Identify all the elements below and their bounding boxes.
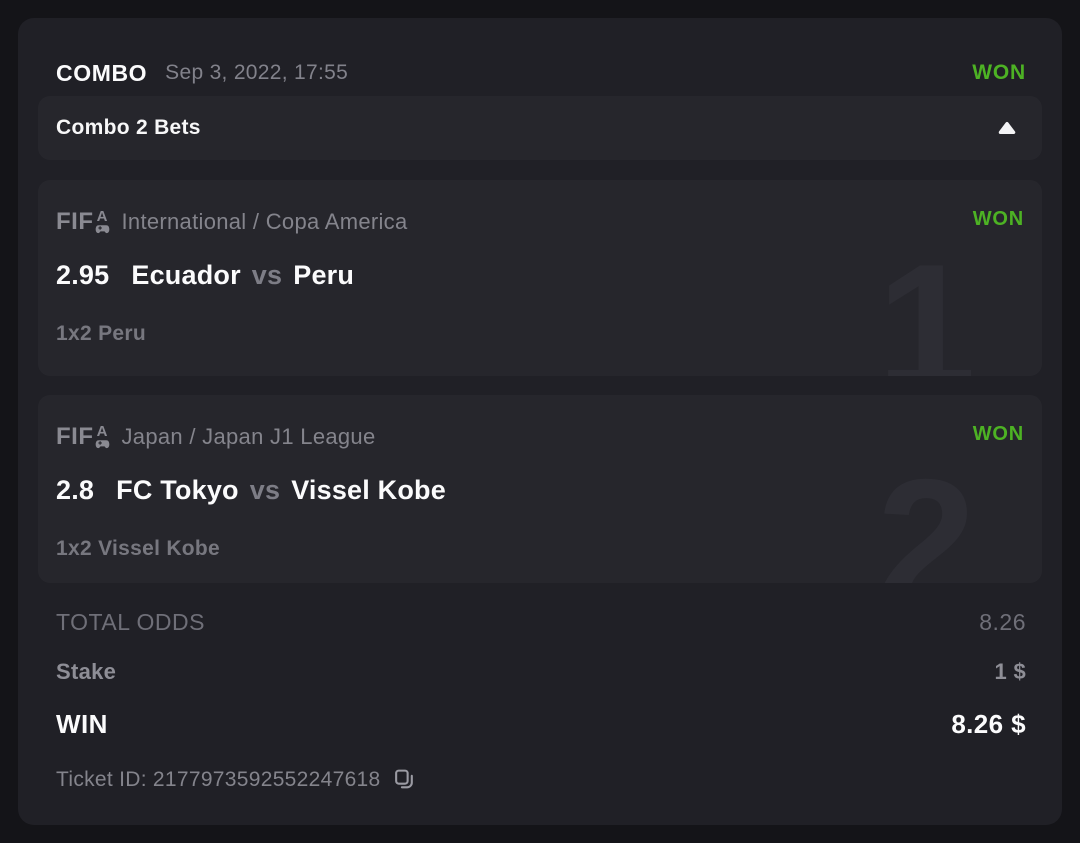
bet-number-watermark: 1 — [877, 227, 976, 377]
home-team: Ecuador — [131, 260, 241, 290]
bet-market-pick: 1x2 Vissel Kobe — [56, 537, 221, 560]
bet-odds: 2.8 — [56, 475, 95, 505]
ticket-type-label: COMBO — [56, 59, 148, 86]
ticket-date: Sep 3, 2022, 17:55 — [165, 61, 349, 84]
win-value: 8.26 $ — [951, 708, 1026, 739]
copy-icon[interactable] — [393, 768, 416, 792]
ticket-id: Ticket ID: 2177973592552247618 — [56, 768, 381, 792]
ticket-id-value: 2177973592552247618 — [152, 768, 381, 791]
bet-league-row: FIF A International / Copa America — [56, 206, 932, 238]
vs-separator: vs — [249, 475, 281, 505]
chevron-up-icon[interactable] — [996, 119, 1018, 137]
win-row: WIN 8.26 $ — [56, 706, 1026, 742]
stake-label: Stake — [56, 659, 117, 684]
bet-ticket-panel: COMBO Sep 3, 2022, 17:55 WON Combo 2 Bet… — [18, 18, 1062, 825]
combo-bets-toggle[interactable]: Combo 2 Bets — [38, 96, 1042, 160]
bet-league: International / Copa America — [121, 209, 408, 234]
stake-value: 1 $ — [994, 659, 1026, 684]
stake-row: Stake 1 $ — [56, 656, 1026, 688]
away-team: Vissel Kobe — [291, 475, 446, 505]
bet-league: Japan / Japan J1 League — [121, 424, 376, 449]
vs-separator: vs — [251, 260, 283, 290]
combo-bets-label: Combo 2 Bets — [56, 116, 201, 139]
total-odds-label: TOTAL ODDS — [56, 608, 205, 635]
ticket-header: COMBO Sep 3, 2022, 17:55 WON — [56, 56, 1026, 90]
fifa-esports-icon: FIF A — [56, 208, 109, 235]
bet-card-2: 2 FIF A Japan / Japan J1 League WON — [38, 395, 1042, 583]
bet-number-watermark: 2 — [877, 442, 976, 584]
away-team: Peru — [293, 260, 355, 290]
ticket-id-label: Ticket ID: — [56, 768, 147, 791]
fifa-esports-icon: FIF A — [56, 423, 109, 450]
bet-card-1: 1 FIF A International / Copa America WO — [38, 180, 1042, 376]
total-odds-row: TOTAL ODDS 8.26 — [56, 606, 1026, 638]
bet-match-row: 2.8 FC Tokyo vs Vissel Kobe — [56, 475, 446, 506]
total-odds-value: 8.26 — [979, 608, 1026, 635]
bet-status-badge: WON — [972, 208, 1024, 230]
home-team: FC Tokyo — [116, 475, 239, 505]
bet-market-pick: 1x2 Peru — [56, 322, 146, 345]
bet-odds: 2.95 — [56, 260, 110, 290]
win-label: WIN — [56, 708, 108, 739]
bet-match-row: 2.95 Ecuador vs Peru — [56, 260, 354, 291]
ticket-status-badge: WON — [972, 61, 1026, 84]
bet-status-badge: WON — [972, 423, 1024, 445]
bet-league-row: FIF A Japan / Japan J1 League — [56, 421, 932, 453]
ticket-id-row: Ticket ID: 2177973592552247618 — [56, 764, 1026, 796]
